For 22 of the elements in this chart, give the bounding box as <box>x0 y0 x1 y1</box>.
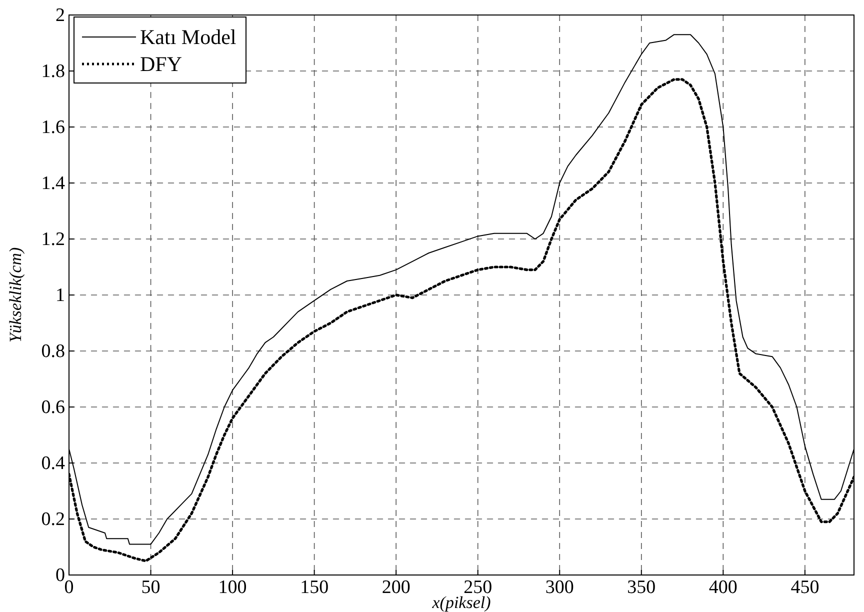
y-tick-label: 0.6 <box>41 397 65 418</box>
x-tick-label: 300 <box>545 577 574 598</box>
y-tick-label: 1.4 <box>41 173 66 194</box>
y-tick-label: 0.2 <box>41 509 65 530</box>
x-tick-label: 400 <box>708 577 738 598</box>
legend-label: DFY <box>140 52 182 76</box>
y-tick-label: 1.8 <box>41 61 65 82</box>
y-tick-label: 0.8 <box>41 341 65 362</box>
y-axis-title: Yükseklik(cm) <box>6 246 25 343</box>
x-tick-label: 200 <box>382 577 410 598</box>
legend-label: Katı Model <box>140 25 236 49</box>
x-tick-label: 150 <box>300 577 329 598</box>
y-tick-label: 1.2 <box>41 229 65 250</box>
x-tick-label: 350 <box>627 577 656 598</box>
y-tick-label: 0.4 <box>41 453 66 474</box>
x-tick-label: 450 <box>790 577 820 598</box>
y-tick-label: 2 <box>56 5 65 26</box>
x-axis-title: x(piksel) <box>431 593 492 612</box>
y-tick-label: 1.6 <box>41 117 65 138</box>
y-tick-label: 1 <box>56 285 65 306</box>
x-tick-label: 50 <box>141 577 160 598</box>
x-tick-label: 100 <box>218 577 247 598</box>
